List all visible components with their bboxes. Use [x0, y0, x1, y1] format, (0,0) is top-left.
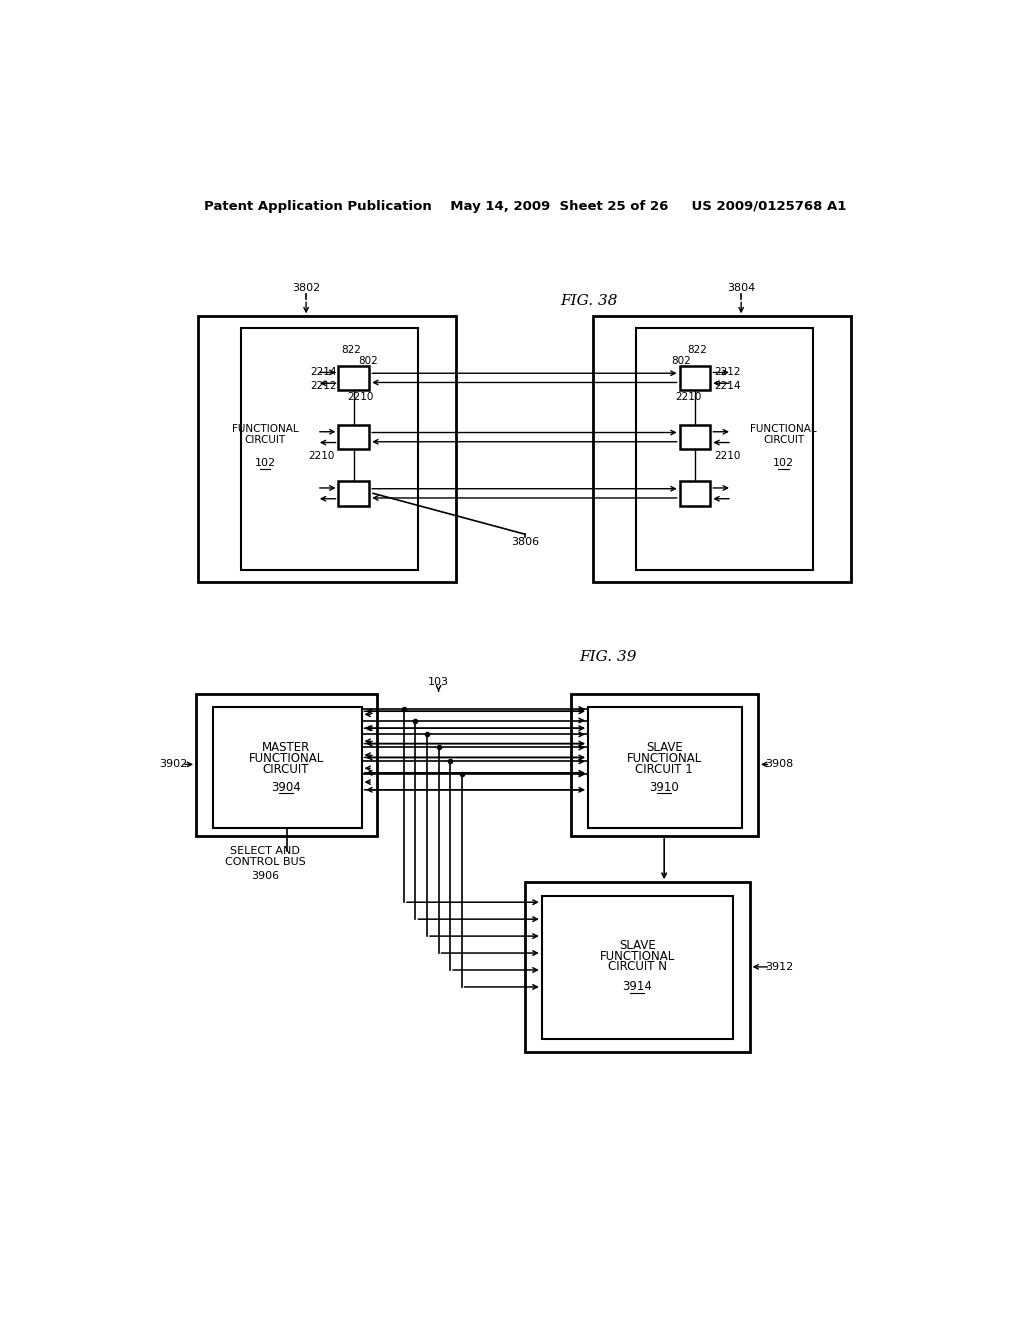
Bar	[339, 480, 370, 506]
Text: 2214: 2214	[310, 367, 336, 376]
Bar	[680, 425, 711, 449]
Text: 2210: 2210	[676, 392, 702, 403]
Text: 3914: 3914	[623, 981, 652, 994]
Bar	[680, 366, 711, 391]
Text: 2212: 2212	[310, 380, 336, 391]
Text: 802: 802	[357, 356, 378, 366]
Bar	[588, 706, 742, 829]
Text: FUNCTIONAL: FUNCTIONAL	[751, 425, 817, 434]
Text: FUNCTIONAL: FUNCTIONAL	[627, 751, 701, 764]
Bar	[524, 882, 750, 1052]
Bar	[571, 693, 758, 836]
Bar	[339, 425, 370, 449]
Text: CIRCUIT N: CIRCUIT N	[607, 961, 667, 973]
Text: 3906: 3906	[251, 871, 280, 880]
Bar	[593, 317, 851, 582]
Text: 3910: 3910	[649, 781, 679, 795]
Text: FIG. 38: FIG. 38	[560, 294, 617, 308]
Text: CIRCUIT: CIRCUIT	[263, 763, 309, 776]
Text: 822: 822	[687, 345, 708, 355]
Bar	[680, 480, 711, 506]
Text: SLAVE: SLAVE	[646, 741, 683, 754]
Bar	[542, 896, 733, 1039]
Text: CIRCUIT: CIRCUIT	[245, 436, 286, 445]
Text: 102: 102	[773, 458, 794, 469]
Text: 3802: 3802	[292, 282, 321, 293]
Text: 3804: 3804	[727, 282, 756, 293]
Text: FIG. 39: FIG. 39	[580, 651, 637, 664]
Text: 2214: 2214	[714, 380, 740, 391]
Text: 2210: 2210	[347, 392, 373, 403]
Text: CIRCUIT: CIRCUIT	[763, 436, 804, 445]
Text: FUNCTIONAL: FUNCTIONAL	[232, 425, 299, 434]
Bar	[199, 317, 457, 582]
Text: SLAVE: SLAVE	[618, 939, 655, 952]
Bar	[213, 706, 361, 829]
Text: 802: 802	[672, 356, 691, 366]
Bar	[636, 327, 813, 570]
Text: 103: 103	[428, 677, 450, 686]
Text: 2210: 2210	[308, 451, 335, 462]
Text: 2210: 2210	[714, 451, 740, 462]
Text: 2212: 2212	[714, 367, 740, 376]
Bar	[241, 327, 418, 570]
Text: SELECT AND: SELECT AND	[230, 846, 300, 857]
Text: Patent Application Publication    May 14, 2009  Sheet 25 of 26     US 2009/01257: Patent Application Publication May 14, 2…	[204, 199, 846, 213]
Text: FUNCTIONAL: FUNCTIONAL	[249, 751, 324, 764]
Text: CIRCUIT 1: CIRCUIT 1	[635, 763, 693, 776]
Text: 3904: 3904	[271, 781, 301, 795]
Text: 822: 822	[342, 345, 361, 355]
Bar	[339, 366, 370, 391]
Text: MASTER: MASTER	[262, 741, 310, 754]
Text: 3806: 3806	[511, 537, 539, 546]
Bar	[196, 693, 377, 836]
Text: FUNCTIONAL: FUNCTIONAL	[600, 949, 675, 962]
Text: 3912: 3912	[766, 962, 794, 972]
Text: 3908: 3908	[766, 759, 794, 770]
Text: 3902: 3902	[159, 759, 187, 770]
Text: 102: 102	[255, 458, 275, 469]
Text: CONTROL BUS: CONTROL BUS	[225, 857, 306, 867]
